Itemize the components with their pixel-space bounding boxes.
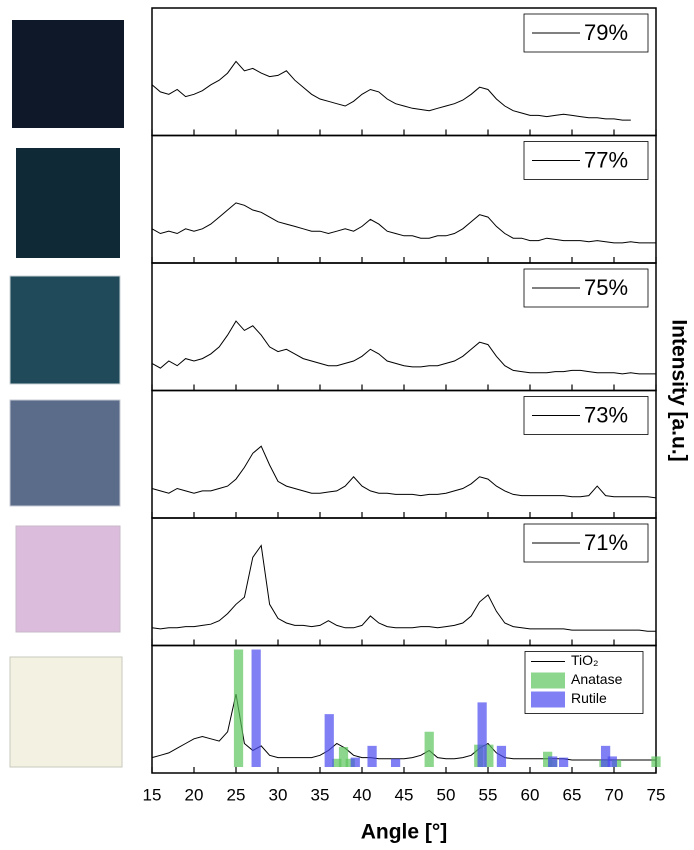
reference-bar	[497, 746, 506, 767]
reference-bar	[425, 732, 434, 767]
reference-bar	[391, 759, 400, 767]
reference-bar	[325, 714, 334, 767]
reference-bar	[608, 756, 617, 767]
sample-photo	[10, 400, 120, 506]
legend-label: 75%	[584, 275, 628, 300]
reference-bar	[651, 756, 660, 767]
sample-photo	[16, 148, 120, 258]
sample-photo	[10, 657, 122, 767]
x-tick-label: 70	[605, 785, 624, 804]
reference-bar	[559, 758, 568, 767]
xrd-line	[152, 61, 631, 120]
x-tick-label: 50	[437, 785, 456, 804]
x-tick-label: 65	[563, 785, 582, 804]
reference-bar	[351, 758, 360, 767]
sample-photo	[16, 526, 120, 632]
reference-bar	[252, 650, 261, 768]
legend-swatch	[531, 692, 565, 708]
reference-bar	[367, 746, 376, 767]
x-tick-label: 25	[227, 785, 246, 804]
y-axis-label: Intensity [a.u.]	[667, 319, 690, 461]
legend-label: 73%	[584, 402, 628, 427]
xrd-line	[152, 321, 656, 374]
x-tick-label: 35	[311, 785, 330, 804]
x-tick-label: 75	[647, 785, 666, 804]
x-tick-label: 45	[395, 785, 414, 804]
xrd-line	[152, 203, 656, 243]
x-tick-label: 30	[269, 785, 288, 804]
xrd-line	[152, 446, 656, 498]
legend-label: 79%	[584, 20, 628, 45]
x-axis-label: Angle [°]	[361, 821, 448, 844]
sample-photo	[10, 276, 120, 384]
x-tick-label: 60	[521, 785, 540, 804]
figure: 79% 77% 75% 73% 71% 15 20 25 30 35 40 45 50 55 60 65 70 7…	[0, 0, 694, 850]
reference-bar	[478, 702, 487, 767]
x-tick-label: 15	[143, 785, 162, 804]
legend-label: Anatase	[571, 671, 623, 687]
legend-label: 77%	[584, 147, 628, 172]
sample-photo	[12, 20, 124, 128]
legend-label: Rutile	[571, 690, 607, 706]
legend-swatch	[531, 673, 565, 689]
reference-bar	[548, 756, 557, 767]
legend-label: 71%	[584, 530, 628, 555]
x-tick-label: 40	[353, 785, 372, 804]
x-tick-label: 20	[185, 785, 204, 804]
reference-bar	[234, 650, 243, 768]
x-tick-label: 55	[479, 785, 498, 804]
legend-label: TiO₂	[571, 652, 598, 668]
